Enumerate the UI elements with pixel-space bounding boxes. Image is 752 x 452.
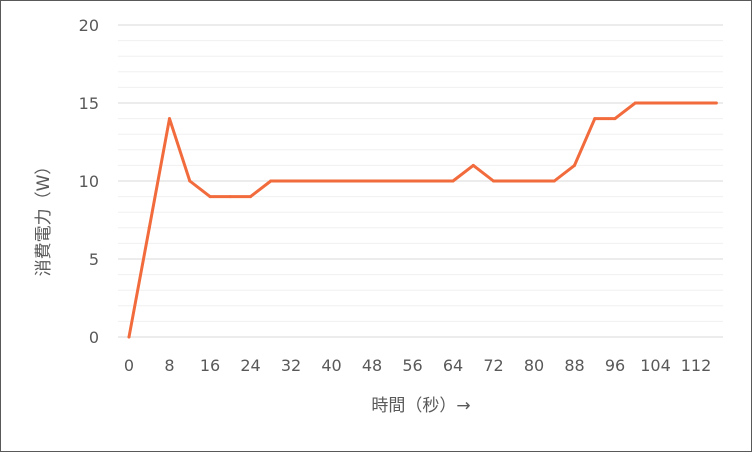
data-point	[127, 335, 131, 339]
x-tick-label: 96	[605, 356, 625, 375]
y-tick-label: 10	[79, 172, 99, 191]
data-point	[431, 179, 435, 183]
data-point	[269, 179, 273, 183]
data-point	[593, 117, 597, 121]
x-tick-label: 48	[362, 356, 382, 375]
data-point	[694, 101, 698, 105]
data-point	[228, 195, 232, 199]
y-tick-label: 15	[79, 94, 99, 113]
data-point	[289, 179, 293, 183]
x-tick-label: 80	[524, 356, 544, 375]
data-point	[714, 101, 718, 105]
data-point	[370, 179, 374, 183]
data-point	[309, 179, 313, 183]
x-tick-label: 8	[164, 356, 174, 375]
data-point	[249, 195, 252, 199]
data-point	[168, 117, 171, 121]
x-tick-labels: 0 8 16 24 32 40 48 56 64 72 80 88 96 104 112	[124, 356, 711, 375]
x-tick-label: 32	[281, 356, 301, 375]
x-tick-label: 40	[321, 356, 341, 375]
y-tick-label: 20	[79, 16, 99, 35]
x-tick-label: 24	[240, 356, 260, 375]
power-line	[127, 101, 718, 339]
x-axis-title: 時間（秒）→	[371, 396, 470, 416]
x-tick-label: 0	[124, 356, 134, 375]
data-point	[208, 195, 212, 199]
data-point	[633, 101, 637, 105]
y-tick-label: 0	[89, 328, 99, 347]
data-point	[411, 179, 414, 183]
x-tick-label: 104	[640, 356, 671, 375]
data-point	[573, 163, 576, 167]
data-point	[613, 117, 617, 121]
data-point	[350, 179, 354, 183]
x-tick-label: 64	[443, 356, 463, 375]
data-point	[451, 179, 455, 183]
y-tick-labels: 0 5 10 15 20	[79, 16, 99, 347]
data-point	[552, 179, 556, 183]
data-point	[512, 179, 516, 183]
series	[127, 101, 718, 339]
data-point	[492, 179, 495, 183]
data-point	[390, 179, 394, 183]
x-tick-label: 88	[564, 356, 584, 375]
x-tick-label: 16	[200, 356, 220, 375]
x-tick-label: 56	[402, 356, 422, 375]
y-tick-label: 5	[89, 250, 99, 269]
x-tick-label: 112	[681, 356, 712, 375]
data-point	[654, 101, 657, 105]
data-point	[471, 163, 475, 167]
x-tick-label: 72	[483, 356, 503, 375]
data-point	[188, 179, 192, 183]
y-axis-title: 消費電力（W）	[34, 158, 54, 277]
data-point	[330, 179, 333, 183]
data-point	[147, 226, 151, 230]
data-point	[532, 179, 536, 183]
data-point	[674, 101, 678, 105]
gridlines	[118, 24, 723, 338]
